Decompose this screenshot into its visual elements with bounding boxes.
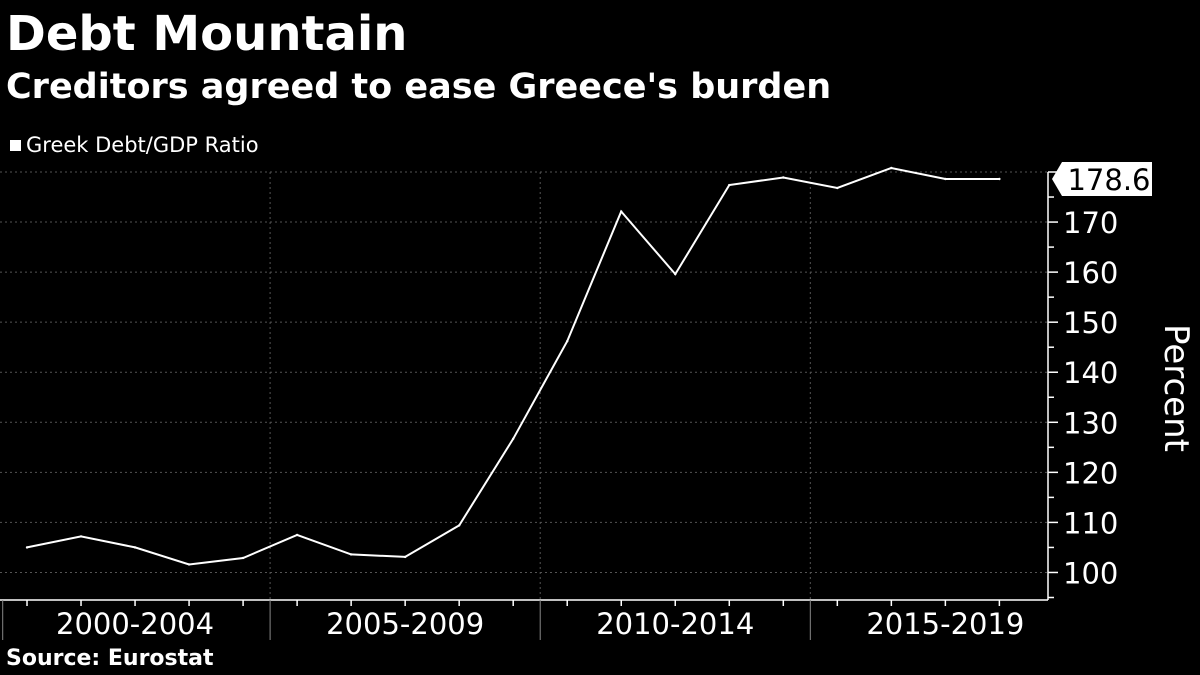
- y-tick-label: 150: [1063, 306, 1118, 340]
- y-tick-label: 100: [1063, 556, 1118, 590]
- x-tick-label: 2005-2009: [326, 607, 484, 641]
- data-point: [295, 533, 299, 537]
- y-tick-label: 120: [1063, 456, 1118, 490]
- data-point: [944, 177, 947, 181]
- data-point: [782, 176, 785, 179]
- x-tick-label: 2010-2014: [596, 607, 754, 641]
- y-tick-label: 140: [1063, 356, 1118, 390]
- data-point: [349, 553, 353, 556]
- data-point: [187, 563, 191, 566]
- data-point: [511, 437, 515, 441]
- data-point: [620, 210, 623, 213]
- data-point: [566, 339, 569, 343]
- chart-title: Debt Mountain: [6, 6, 408, 62]
- data-point: [728, 183, 731, 187]
- data-point: [79, 535, 83, 538]
- series-line-greek-debt-gdp: [26, 166, 1000, 566]
- data-point: [241, 556, 245, 560]
- y-tick-label: 110: [1063, 506, 1118, 540]
- y-tick-label: 130: [1063, 406, 1118, 440]
- last-value-tag: [1052, 162, 1152, 197]
- data-point: [998, 177, 1001, 181]
- legend-label: Greek Debt/GDP Ratio: [26, 133, 259, 157]
- data-point: [674, 272, 677, 276]
- x-tick-label: 2015-2019: [866, 607, 1024, 641]
- legend-swatch: [10, 139, 21, 151]
- data-point: [25, 546, 29, 549]
- y-tick-label: 160: [1063, 256, 1118, 290]
- y-tick-label: 170: [1063, 206, 1118, 240]
- data-point: [890, 166, 893, 170]
- data-point: [403, 555, 407, 559]
- data-point: [133, 546, 137, 549]
- last-value-label: 178.6: [1067, 163, 1150, 197]
- source-note: Source: Eurostat: [6, 646, 214, 671]
- data-point: [457, 524, 461, 527]
- chart-subtitle: Creditors agreed to ease Greece's burden: [6, 67, 832, 107]
- legend: Greek Debt/GDP Ratio: [10, 130, 259, 160]
- x-tick-label: 2000-2004: [56, 607, 214, 641]
- data-point: [836, 186, 839, 190]
- y-axis-label: Percent: [1156, 324, 1196, 452]
